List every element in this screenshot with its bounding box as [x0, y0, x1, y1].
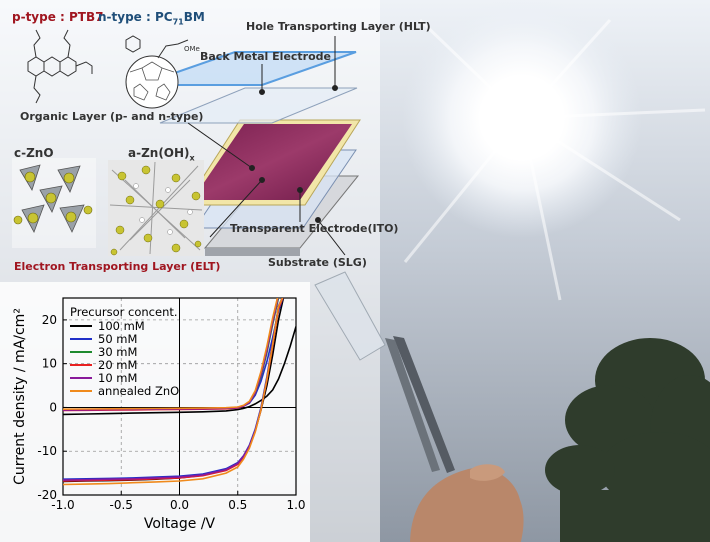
substrate-label: Substrate (SLG): [268, 256, 367, 269]
elt-label: Electron Transporting Layer (ELT): [14, 260, 221, 273]
back-metal-layer: [159, 87, 358, 124]
leader-lines: [187, 36, 346, 256]
layer-stack: [139, 51, 361, 256]
y-tick-label: 10: [42, 357, 57, 371]
ome-label: OMe: [184, 45, 200, 53]
organic-layer-label: Organic Layer (p- and n-type): [20, 110, 204, 123]
czno-label: c-ZnO: [14, 146, 54, 160]
y-tick-label: -10: [37, 444, 57, 458]
sun: [402, 0, 706, 301]
ptype-label: p-type : PTB7: [12, 10, 104, 24]
chart-series: [63, 298, 296, 486]
a-znoh-structure-icon: [108, 160, 204, 256]
htl-layer: [139, 51, 357, 86]
y-axis-label: Current density / mA/cm²: [12, 308, 28, 485]
series-dark-line: [63, 298, 279, 410]
ntype-label: n-type : PC71BM: [98, 10, 205, 27]
hlt-label: Hole Transporting Layer (HLT): [246, 20, 431, 33]
x-tick-label: 0.5: [228, 498, 247, 512]
x-axis-label: Voltage /V: [144, 516, 216, 532]
legend-entry: 30 mM: [98, 345, 137, 359]
ito-label: Transparent Electrode(ITO): [230, 222, 399, 235]
x-tick-label: 1.0: [286, 498, 305, 512]
y-tick-label: 0: [49, 400, 57, 414]
azno-label: a-Zn(OH)x: [128, 146, 195, 163]
legend-entry: 100 mM: [98, 319, 145, 333]
legend-title: Precursor concent.: [70, 305, 178, 319]
chart-ticks: -1.0 -0.5 0.0 0.5 1.0 -20 -10 0 10 20: [37, 313, 305, 512]
hand-with-tweezers: [314, 271, 524, 542]
legend-entry: 20 mM: [98, 358, 137, 372]
x-tick-label: -1.0: [51, 498, 74, 512]
organic-layer: [192, 124, 352, 200]
back-metal-label: Back Metal Electrode: [200, 50, 332, 63]
legend-entry: 50 mM: [98, 332, 137, 346]
x-tick-label: -0.5: [110, 498, 133, 512]
y-tick-label: -20: [37, 488, 57, 502]
series-light-line: [63, 298, 284, 486]
c-zno-structure-icon: [12, 158, 96, 248]
legend-entry: 10 mM: [98, 371, 137, 385]
trees: [545, 338, 710, 542]
ptb7-structure-icon: [27, 29, 93, 104]
y-tick-label: 20: [42, 313, 57, 327]
x-tick-label: 0.0: [170, 498, 189, 512]
legend-entry: annealed ZnO: [98, 384, 179, 398]
series-dark-line: [63, 326, 296, 416]
pc71bm-structure-icon: [125, 35, 189, 109]
